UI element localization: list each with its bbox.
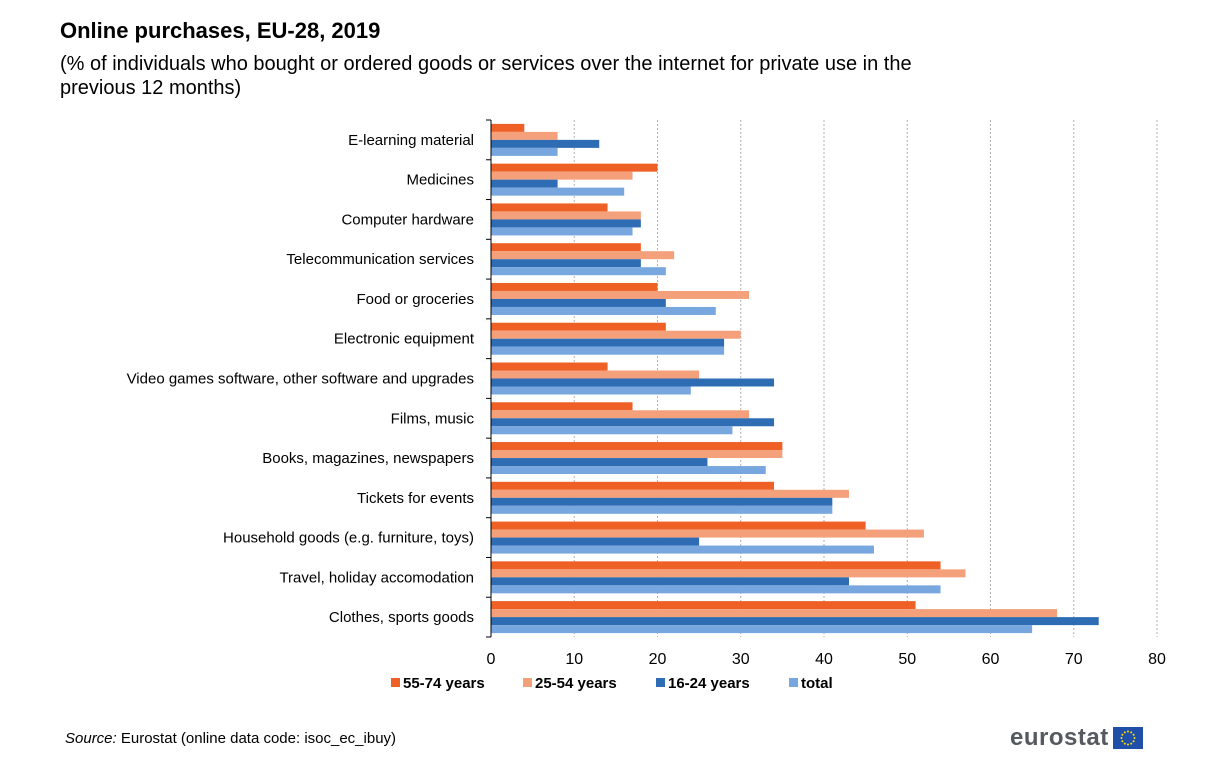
bar — [491, 529, 924, 538]
bar — [491, 450, 783, 459]
category-label: Tickets for events — [357, 490, 474, 507]
bar — [491, 203, 608, 212]
x-tick-label: 20 — [649, 651, 667, 668]
bar — [491, 322, 666, 331]
category-label: Telecommunication services — [286, 251, 474, 268]
bar — [491, 537, 700, 546]
bar — [491, 497, 833, 506]
bar — [491, 211, 641, 220]
bar — [491, 306, 716, 315]
bar — [491, 577, 849, 586]
bar — [491, 346, 725, 355]
bar — [491, 569, 966, 578]
bar — [491, 282, 658, 291]
x-tick-label: 10 — [565, 651, 583, 668]
x-tick-label: 0 — [487, 651, 496, 668]
bar — [491, 330, 741, 339]
bar — [491, 179, 558, 188]
bar — [491, 386, 691, 395]
legend-swatch — [523, 678, 532, 687]
bar — [491, 561, 941, 570]
bar — [491, 370, 700, 379]
bar — [491, 617, 1099, 626]
category-label: Clothes, sports goods — [329, 609, 474, 626]
bar — [491, 171, 633, 180]
chart-title: Online purchases, EU-28, 2019 — [60, 18, 381, 43]
source-label: Source: — [65, 730, 117, 747]
bar — [491, 147, 558, 156]
category-label: E-learning material — [348, 132, 474, 149]
bar — [491, 259, 641, 268]
category-label: Electronic equipment — [334, 331, 475, 348]
bar — [491, 378, 775, 387]
category-label: Video games software, other software and… — [127, 371, 474, 388]
bar — [491, 481, 775, 490]
category-label: Travel, holiday accomodation — [279, 569, 474, 586]
x-tick-label: 80 — [1148, 651, 1166, 668]
chart-subtitle: (% of individuals who bought or ordered … — [60, 53, 912, 99]
bar — [491, 338, 725, 347]
bar — [491, 601, 916, 610]
bar — [491, 187, 625, 196]
source-note: Source: Eurostat (online data code: isoc… — [65, 730, 396, 747]
bar — [491, 131, 558, 140]
logo-text: eurostat — [1010, 724, 1109, 751]
legend-label: 16-24 years — [668, 675, 750, 692]
source-text: Eurostat (online data code: isoc_ec_ibuy… — [116, 730, 397, 747]
bar — [491, 267, 666, 276]
legend-label: total — [801, 675, 833, 692]
bar — [491, 163, 658, 172]
legend-label: 55-74 years — [403, 675, 485, 692]
bar — [491, 458, 708, 467]
bar — [491, 609, 1058, 618]
legend-swatch — [391, 678, 400, 687]
eurostat-logo: eurostat — [1010, 724, 1143, 752]
bar — [491, 625, 1033, 634]
bar — [491, 442, 783, 451]
category-label: Computer hardware — [341, 211, 474, 228]
bar — [491, 418, 775, 427]
bar — [491, 227, 633, 236]
bar — [491, 219, 641, 228]
bar — [491, 410, 750, 419]
category-label: Medicines — [406, 172, 474, 189]
bar — [491, 123, 525, 132]
legend-swatch — [656, 678, 665, 687]
bar — [491, 290, 750, 299]
bar — [491, 402, 633, 411]
bar — [491, 139, 600, 148]
bar — [491, 426, 733, 435]
x-tick-label: 50 — [898, 651, 916, 668]
bar — [491, 521, 866, 530]
x-tick-label: 30 — [732, 651, 750, 668]
eu-flag-icon — [1112, 727, 1143, 749]
bar — [491, 362, 608, 371]
bar — [491, 243, 641, 252]
bar — [491, 466, 766, 475]
bar — [491, 298, 666, 307]
bar — [491, 251, 675, 260]
category-label: Books, magazines, newspapers — [262, 450, 474, 467]
bar — [491, 585, 941, 594]
bar — [491, 489, 849, 498]
category-label: Films, music — [391, 410, 475, 427]
bar — [491, 545, 874, 554]
legend-label: 25-54 years — [535, 675, 617, 692]
bar-chart: E-learning material Medicines Computer har… — [127, 119, 1166, 692]
category-label: Food or groceries — [356, 291, 474, 308]
category-label: Household goods (e.g. furniture, toys) — [223, 530, 474, 547]
bar — [491, 505, 833, 514]
legend-swatch — [789, 678, 798, 687]
x-tick-label: 70 — [1065, 651, 1083, 668]
x-tick-label: 40 — [815, 651, 833, 668]
x-tick-label: 60 — [982, 651, 1000, 668]
